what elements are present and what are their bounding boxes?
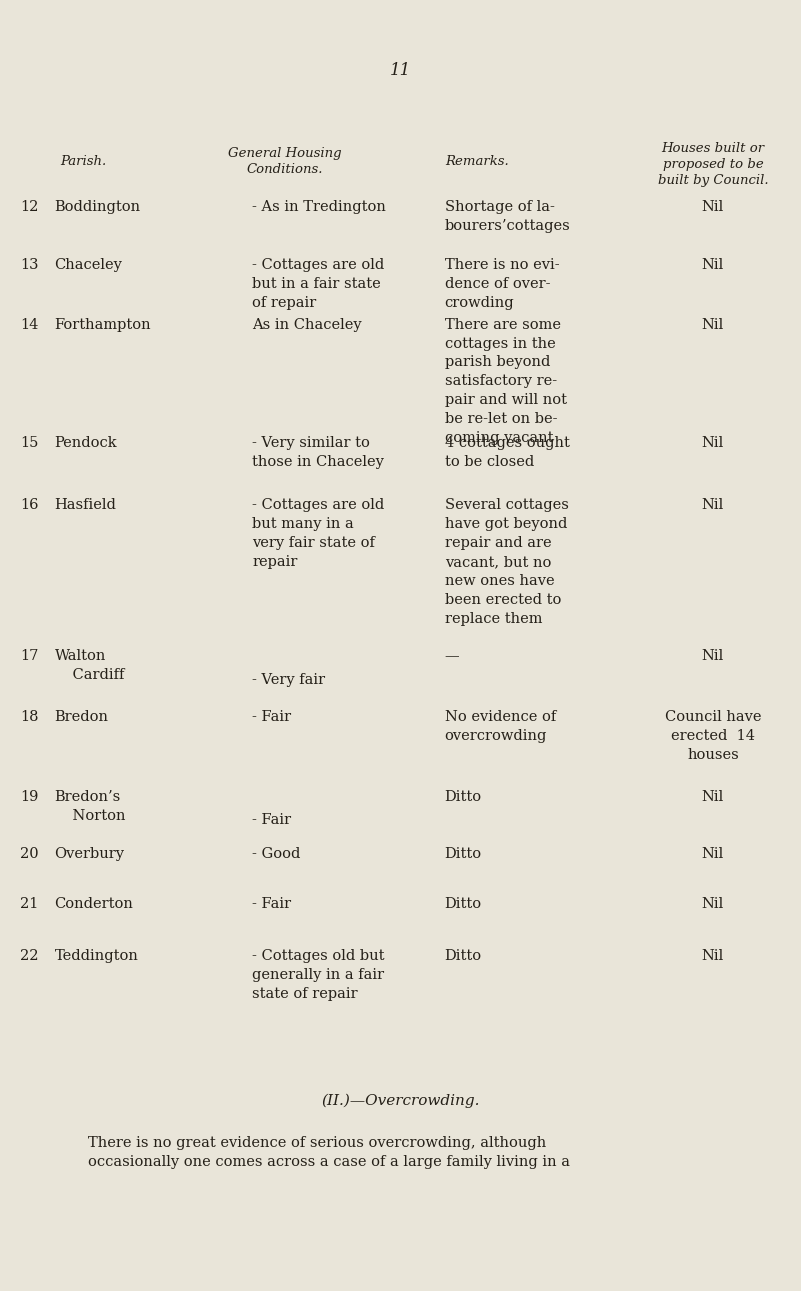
Text: 16: 16 bbox=[20, 498, 38, 513]
Text: - Good: - Good bbox=[252, 847, 300, 861]
Text: Conderton: Conderton bbox=[54, 897, 133, 911]
Text: - Very similar to
those in Chaceley: - Very similar to those in Chaceley bbox=[252, 436, 384, 470]
Text: Hasfield: Hasfield bbox=[54, 498, 116, 513]
Text: - Fair: - Fair bbox=[252, 897, 292, 911]
Text: Bredon’s
    Norton: Bredon’s Norton bbox=[54, 790, 126, 824]
Text: 12: 12 bbox=[20, 200, 38, 214]
Text: Bredon: Bredon bbox=[54, 710, 108, 724]
Text: - Fair: - Fair bbox=[252, 710, 292, 724]
Text: - Cottages old but
generally in a fair
state of repair: - Cottages old but generally in a fair s… bbox=[252, 949, 384, 1001]
Text: Chaceley: Chaceley bbox=[54, 258, 123, 272]
Text: 11: 11 bbox=[390, 62, 411, 79]
Text: 14: 14 bbox=[20, 318, 38, 332]
Text: No evidence of
overcrowding: No evidence of overcrowding bbox=[445, 710, 556, 744]
Text: Ditto: Ditto bbox=[445, 897, 481, 911]
Text: Nil: Nil bbox=[702, 258, 724, 272]
Text: There are some
cottages in the
parish beyond
satisfactory re-
pair and will not
: There are some cottages in the parish be… bbox=[445, 318, 566, 445]
Text: Nil: Nil bbox=[702, 200, 724, 214]
Text: Nil: Nil bbox=[702, 897, 724, 911]
Text: Pendock: Pendock bbox=[54, 436, 117, 451]
Text: Remarks.: Remarks. bbox=[445, 155, 509, 168]
Text: Ditto: Ditto bbox=[445, 790, 481, 804]
Text: 19: 19 bbox=[20, 790, 38, 804]
Text: 17: 17 bbox=[20, 649, 38, 664]
Text: Teddington: Teddington bbox=[54, 949, 139, 963]
Text: Ditto: Ditto bbox=[445, 847, 481, 861]
Text: - As in Tredington: - As in Tredington bbox=[252, 200, 386, 214]
Text: Parish.: Parish. bbox=[60, 155, 107, 168]
Text: There is no great evidence of serious overcrowding, although
occasionally one co: There is no great evidence of serious ov… bbox=[88, 1136, 570, 1170]
Text: 22: 22 bbox=[20, 949, 38, 963]
Text: —: — bbox=[445, 649, 459, 664]
Text: Nil: Nil bbox=[702, 847, 724, 861]
Text: - Cottages are old
but many in a
very fair state of
repair: - Cottages are old but many in a very fa… bbox=[252, 498, 384, 569]
Text: - Fair: - Fair bbox=[252, 813, 292, 828]
Text: Overbury: Overbury bbox=[54, 847, 124, 861]
Text: (II.)—Overcrowding.: (II.)—Overcrowding. bbox=[321, 1093, 480, 1108]
Text: Nil: Nil bbox=[702, 498, 724, 513]
Text: There is no evi-
dence of over-
crowding: There is no evi- dence of over- crowding bbox=[445, 258, 559, 310]
Text: Nil: Nil bbox=[702, 649, 724, 664]
Text: Nil: Nil bbox=[702, 436, 724, 451]
Text: Nil: Nil bbox=[702, 318, 724, 332]
Text: Walton
    Cardiff: Walton Cardiff bbox=[54, 649, 125, 683]
Text: Nil: Nil bbox=[702, 949, 724, 963]
Text: 13: 13 bbox=[20, 258, 38, 272]
Text: - Very fair: - Very fair bbox=[252, 673, 325, 687]
Text: 21: 21 bbox=[20, 897, 38, 911]
Text: 18: 18 bbox=[20, 710, 38, 724]
Text: 15: 15 bbox=[20, 436, 38, 451]
Text: Shortage of la-
bourers’cottages: Shortage of la- bourers’cottages bbox=[445, 200, 570, 234]
Text: Nil: Nil bbox=[702, 790, 724, 804]
Text: Boddington: Boddington bbox=[54, 200, 141, 214]
Text: As in Chaceley: As in Chaceley bbox=[252, 318, 362, 332]
Text: 20: 20 bbox=[20, 847, 38, 861]
Text: Ditto: Ditto bbox=[445, 949, 481, 963]
Text: Council have
erected  14
houses: Council have erected 14 houses bbox=[665, 710, 761, 762]
Text: Houses built or
proposed to be
built by Council.: Houses built or proposed to be built by … bbox=[658, 142, 768, 187]
Text: Forthampton: Forthampton bbox=[54, 318, 151, 332]
Text: General Housing
Conditions.: General Housing Conditions. bbox=[227, 147, 341, 176]
Text: Several cottages
have got beyond
repair and are
vacant, but no
new ones have
bee: Several cottages have got beyond repair … bbox=[445, 498, 569, 626]
Text: - Cottages are old
but in a fair state
of repair: - Cottages are old but in a fair state o… bbox=[252, 258, 384, 310]
Text: 4 cottages ought
to be closed: 4 cottages ought to be closed bbox=[445, 436, 570, 470]
